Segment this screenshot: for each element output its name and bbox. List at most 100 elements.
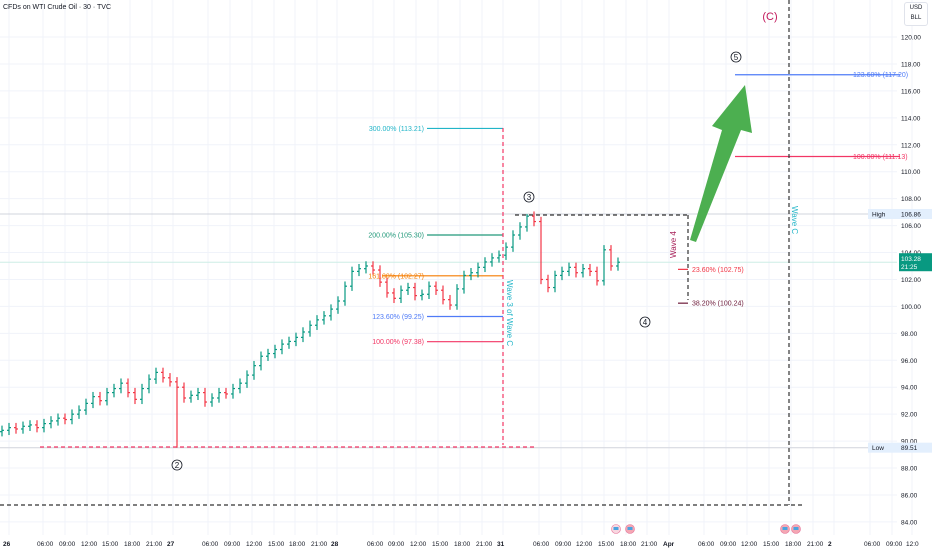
time-tick-label: 06:00 [698,541,715,548]
price-tick-label: 98.00 [901,331,918,338]
time-tick-label: 15:00 [432,541,449,548]
price-tick-label: 102.00 [901,277,921,284]
time-tick-label: 09:00 [555,541,572,548]
time-tick-label: 18:00 [620,541,637,548]
wave-circle [171,459,183,471]
wave4-text-label: Wave 4 [669,231,678,258]
fib-level-label: 123.60% (99.25) [372,314,424,321]
time-tick-label: 06:00 [37,541,54,548]
event-economic-icon-glyph [793,527,799,530]
fib-level-label: 123.60% (117.20) [853,72,908,79]
time-tick-label: 15:00 [763,541,780,548]
price-tick-label: 112.00 [901,142,921,149]
fib-level-label: 161.80% (102.27) [368,273,424,280]
time-tick-label: 06:00 [202,541,219,548]
wave-c-text-label: Wave C [790,206,799,234]
time-tick-label: 09:00 [388,541,405,548]
time-tick-label: 12:00 [246,541,263,548]
chart-title: CFDs on WTI Crude Oil · 30 · TVC [3,4,112,11]
time-tick-label: 15:00 [102,541,119,548]
time-axis[interactable]: 26 06:00 09:00 12:00 15:00 18:00 21:00 27 06:00 0… [3,524,919,549]
bar-countdown: 21:25 [901,264,918,271]
wave-5-label: 5 [734,53,739,62]
price-tick-label: 118.00 [901,61,921,68]
low-tag-label: Low [872,445,884,452]
wave-4-label: 4 [643,318,648,327]
event-earnings-icon-glyph [613,527,619,530]
time-tick-label: 18:00 [289,541,306,548]
price-bars [0,211,620,448]
fib-level-label: 300.00% (113.21) [369,126,424,133]
price-tick-label: 120.00 [901,35,921,42]
time-tick-label: 09:00 [224,541,241,548]
time-tick-label: 06:00 [367,541,384,548]
time-tick-label: 12:00 [81,541,98,548]
low-value: 89.51 [901,445,918,452]
unit-label: BLL [910,15,922,21]
low-value-box [899,442,932,453]
price-tick-label: 90.00 [901,439,918,446]
time-tick-label: 15:00 [268,541,285,548]
time-tick-label: 09:00 [59,541,76,548]
price-tick-label: 116.00 [901,88,921,95]
drawing-labels: 300.00% (113.21) 200.00% (105.30) 161.80% … [171,11,908,471]
price-tick-label: 110.00 [901,169,921,176]
time-tick-label: Apr [663,541,675,548]
fib-level-label: 200.00% (105.30) [368,233,424,240]
time-tick-label: 21:00 [641,541,658,548]
fib-level-label: 23.60% (102.75) [692,267,744,274]
time-tick-label: 09:00 [886,541,903,548]
time-tick-label: 28 [331,541,339,548]
price-tick-label: 88.00 [901,466,918,473]
event-economic-icon-glyph [627,527,633,530]
wave-circle [730,51,742,63]
price-tick-label: 92.00 [901,412,918,419]
time-tick-label: 18:00 [785,541,802,548]
time-tick-label: 12:00 [410,541,427,548]
fib-level-label: 38.20% (100.24) [692,301,744,308]
high-value: 106.86 [901,211,921,218]
drawings [0,0,900,506]
last-price-value: 103.28 [901,256,921,263]
grid [0,0,913,535]
wave-3-label: 3 [527,193,532,202]
high-tag-label: High [872,211,886,218]
price-tick-label: 108.00 [901,196,921,203]
wave-circle [639,316,651,328]
time-tick-label: 12:00 [576,541,593,548]
price-tick-label: 100.00 [901,304,921,311]
time-tick-label: 15:00 [598,541,615,548]
time-tick-label: 18:00 [124,541,141,548]
time-tick-label: 06:00 [533,541,550,548]
price-tick-label: 84.00 [901,519,918,526]
price-tick-label: 96.00 [901,358,918,365]
time-tick-label: 21:00 [476,541,493,548]
high-tag [868,208,899,219]
price-tick-label: 86.00 [901,492,918,499]
time-tick-label: 21:00 [146,541,163,548]
currency-unit-button[interactable]: USD BLL [904,2,928,26]
high-value-box [899,208,932,219]
time-tick-label: 18:00 [454,541,471,548]
time-tick-label: 26 [3,541,11,548]
low-tag [868,442,899,453]
last-price-box [899,253,932,272]
time-tick-label: 06:00 [864,541,881,548]
price-tick-label: 114.00 [901,115,921,122]
time-tick-label: 27 [167,541,175,548]
price-tick-label: 106.00 [901,223,921,230]
time-tick-label: 12:00 [741,541,758,548]
time-tick-label: 21:00 [807,541,824,548]
projection-arrow[interactable] [690,85,752,242]
event-economic-icon-glyph [782,527,788,530]
time-tick-label: 09:00 [720,541,737,548]
price-axis[interactable]: 84.00 86.00 88.00 90.00 92.00 94.00 96.00 98.00… [868,35,932,527]
time-tick-label: 2 [828,541,832,548]
wave-2-label: 2 [175,461,180,470]
time-tick-label: 21:00 [311,541,328,548]
time-tick-label: 12:0 [906,541,919,548]
wave-c-major-label: (C) [762,11,777,23]
wave-circle [523,191,535,203]
price-tick-label: 94.00 [901,385,918,392]
